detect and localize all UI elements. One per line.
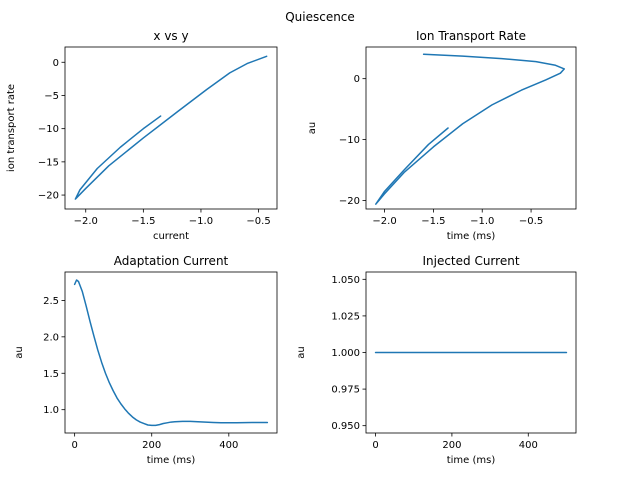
x-axis-label: time (ms)	[447, 455, 496, 466]
x-tick-label: −1.0	[470, 216, 494, 227]
subplot-4: 0 200 400 0.950 0.975 1.000 1.025 1.050 Injected…	[296, 254, 577, 466]
x-tick-label: −1.5	[131, 216, 155, 227]
plot-frame	[365, 46, 577, 210]
subplot-title: x vs y	[153, 29, 188, 43]
subplot-grid: −2.0 −1.5 −1.0 −0.5 −20 −15 −10 −5 0 x vs y curren…	[6, 29, 577, 466]
y-tick-label: 1.000	[331, 348, 360, 359]
y-axis-label: au	[14, 346, 25, 358]
x-tick-label: −2.0	[74, 216, 98, 227]
y-axis-label: ion transport rate	[6, 84, 17, 172]
subplot-title: Ion Transport Rate	[416, 29, 526, 43]
y-tick-label: −10	[339, 135, 360, 146]
x-axis-label: time (ms)	[147, 455, 196, 466]
y-tick-label: −5	[44, 91, 59, 102]
y-axis-label: au	[296, 346, 307, 358]
y-tick-label: −20	[38, 191, 59, 202]
y-tick-label: 0	[354, 74, 360, 85]
x-tick-label: −0.5	[246, 216, 270, 227]
x-tick-label: 400	[219, 440, 238, 451]
plot-frame	[64, 271, 278, 434]
y-tick-label: −15	[38, 157, 59, 168]
x-tick-label: −2.0	[372, 216, 396, 227]
subplot-1: −2.0 −1.5 −1.0 −0.5 −20 −15 −10 −5 0 x vs y curren…	[6, 29, 278, 242]
y-tick-label: 1.025	[331, 311, 360, 322]
x-tick-label: 400	[519, 440, 538, 451]
x-tick-label: 200	[442, 440, 461, 451]
y-tick-label: 0	[53, 58, 59, 69]
y-tick-label: 1.5	[43, 369, 59, 380]
y-tick-label: 2.5	[43, 296, 59, 307]
y-tick-label: 1.050	[331, 275, 360, 286]
y-axis-label: au	[307, 122, 318, 134]
x-tick-label: 200	[142, 440, 161, 451]
x-tick-label: 0	[372, 440, 378, 451]
x-tick-label: −1.0	[189, 216, 213, 227]
x-axis-label: time (ms)	[447, 231, 496, 242]
series-line-2-1	[375, 53, 566, 205]
series-line-1-1	[74, 55, 268, 200]
subplot-title: Injected Current	[422, 254, 519, 268]
y-tick-label: 2.0	[43, 332, 59, 343]
plot-frame	[64, 46, 278, 210]
y-tick-label: 0.975	[331, 385, 360, 396]
subplot-3: 0 200 400 1.0 1.5 2.0 2.5 Adaptation Current tim…	[14, 254, 278, 466]
subplot-2: −2.0 −1.5 −1.0 −0.5 −20 −10 0 Ion Transport Rat…	[307, 29, 577, 242]
x-axis-label: current	[153, 231, 189, 242]
subplot-title: Adaptation Current	[114, 254, 229, 268]
x-tick-label: 0	[71, 440, 77, 451]
y-tick-label: 1.0	[43, 405, 59, 416]
y-tick-label: 0.950	[331, 421, 360, 432]
series-line-3-1	[73, 279, 269, 427]
y-tick-label: −20	[339, 196, 360, 207]
y-tick-label: −10	[38, 124, 59, 135]
x-tick-label: −1.5	[421, 216, 445, 227]
figure-suptitle: Quiescence	[285, 10, 355, 24]
x-tick-label: −0.5	[519, 216, 543, 227]
